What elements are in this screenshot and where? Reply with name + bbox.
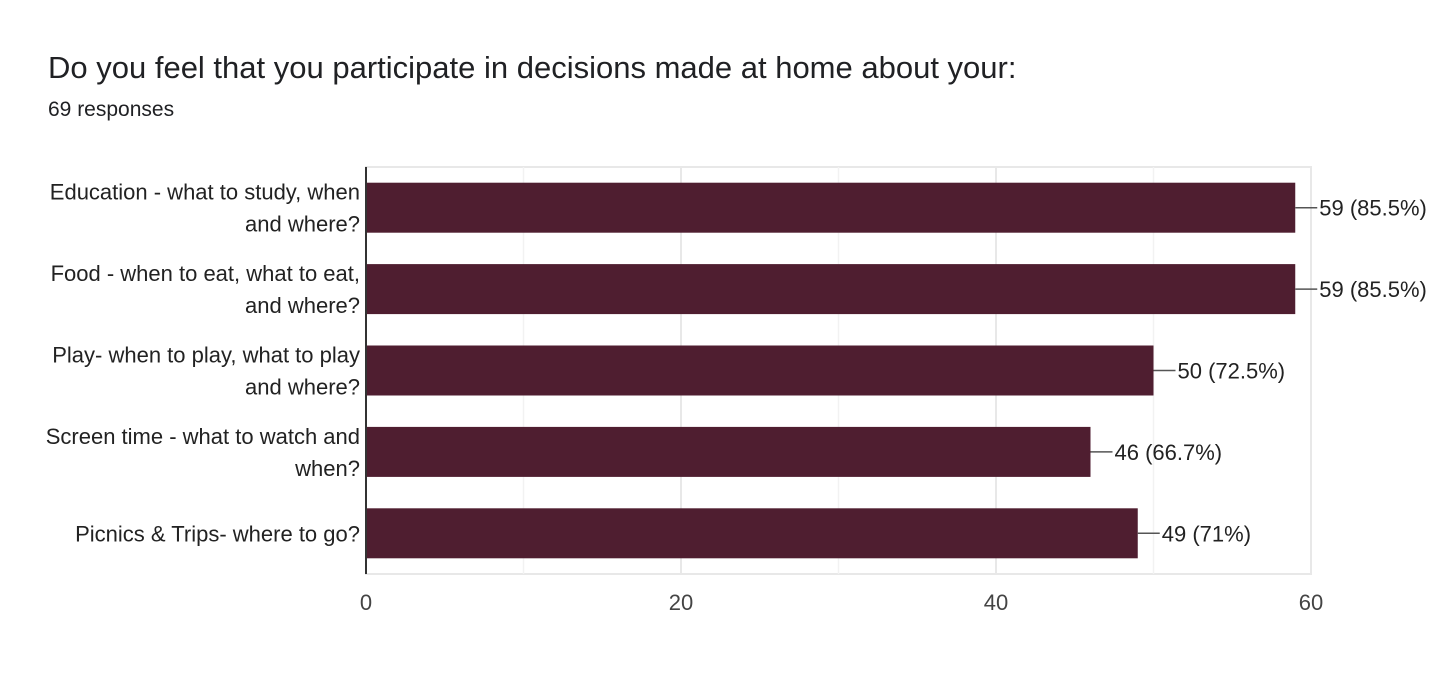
category-label: when? — [294, 456, 360, 481]
bar — [366, 264, 1296, 315]
category-label: Screen time - what to watch and — [46, 424, 360, 449]
x-tick-label: 20 — [669, 590, 693, 615]
x-tick-label: 40 — [984, 590, 1008, 615]
bar — [366, 508, 1138, 559]
category-label: Picnics & Trips- where to go? — [75, 521, 360, 546]
value-label: 50 (72.5%) — [1178, 359, 1286, 384]
x-tick-label: 60 — [1299, 590, 1323, 615]
category-label: and where? — [245, 375, 360, 400]
category-label: Education - what to study, when — [50, 180, 360, 205]
category-label: and where? — [245, 293, 360, 318]
response-count: 69 responses — [48, 98, 175, 121]
category-label: Play- when to play, what to play — [52, 343, 360, 368]
category-label: and where? — [245, 212, 360, 237]
bar — [366, 426, 1091, 477]
value-label: 59 (85.5%) — [1319, 196, 1427, 221]
chart-title: Do you feel that you participate in deci… — [48, 50, 1017, 85]
bar — [366, 345, 1154, 396]
bar — [366, 182, 1296, 233]
x-tick-label: 0 — [360, 590, 372, 615]
value-label: 59 (85.5%) — [1319, 277, 1427, 302]
category-label: Food - when to eat, what to eat, — [51, 261, 360, 286]
value-label: 46 (66.7%) — [1115, 440, 1223, 465]
value-label: 49 (71%) — [1162, 521, 1251, 546]
